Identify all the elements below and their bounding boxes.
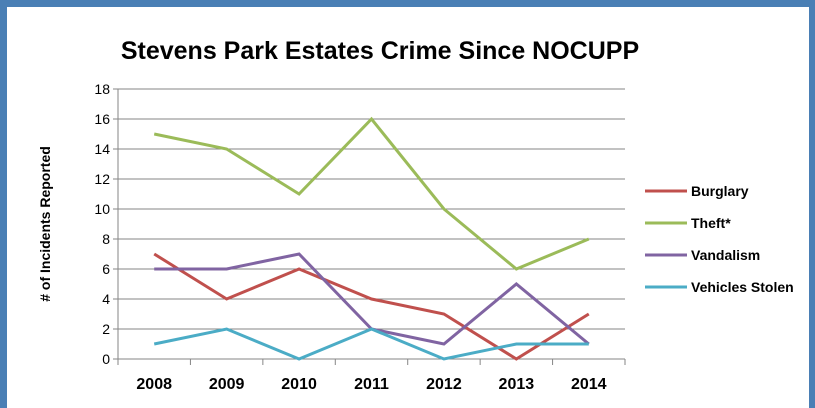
x-tick-label: 2013	[499, 376, 535, 393]
y-tick-label: 2	[102, 321, 110, 337]
y-tick-label: 18	[94, 81, 110, 97]
y-tick-label: 4	[102, 291, 110, 307]
y-tick-label: 6	[102, 261, 110, 277]
legend-label: Burglary	[691, 183, 749, 199]
x-tick-label: 2010	[281, 376, 317, 393]
y-tick-label: 10	[94, 201, 110, 217]
y-tick-labels: 0 2 4 6 8 10 12 14 16 18	[94, 81, 110, 367]
x-tick-label: 2012	[426, 376, 462, 393]
series-line-vehicles-stolen	[153, 327, 589, 361]
x-tick-label: 2009	[209, 376, 245, 393]
legend-label: Vandalism	[691, 247, 760, 263]
y-tick-label: 14	[94, 141, 110, 157]
axes	[113, 88, 626, 365]
y-tick-label: 8	[102, 231, 110, 247]
legend-label: Vehicles Stolen	[691, 279, 794, 295]
legend-label: Theft*	[691, 215, 731, 231]
y-axis-label: # of Incidents Reported	[37, 146, 53, 302]
x-tick-label: 2008	[136, 376, 172, 393]
series-line-theft	[153, 116, 590, 271]
chart-title: Stevens Park Estates Crime Since NOCUPP	[121, 37, 639, 65]
series-lines	[153, 116, 590, 361]
series-line-burglary	[153, 252, 590, 361]
x-tick-labels: 2008 2009 2010 2011 2012 2013 2014	[136, 376, 606, 393]
gridlines	[118, 88, 625, 330]
legend: Burglary Theft* Vandalism Vehicles Stolen	[645, 183, 794, 295]
y-tick-label: 16	[94, 111, 110, 127]
x-tick-label: 2014	[571, 376, 607, 393]
x-tick-label: 2011	[354, 376, 389, 393]
y-tick-label: 0	[102, 351, 110, 367]
y-tick-label: 12	[94, 171, 110, 187]
